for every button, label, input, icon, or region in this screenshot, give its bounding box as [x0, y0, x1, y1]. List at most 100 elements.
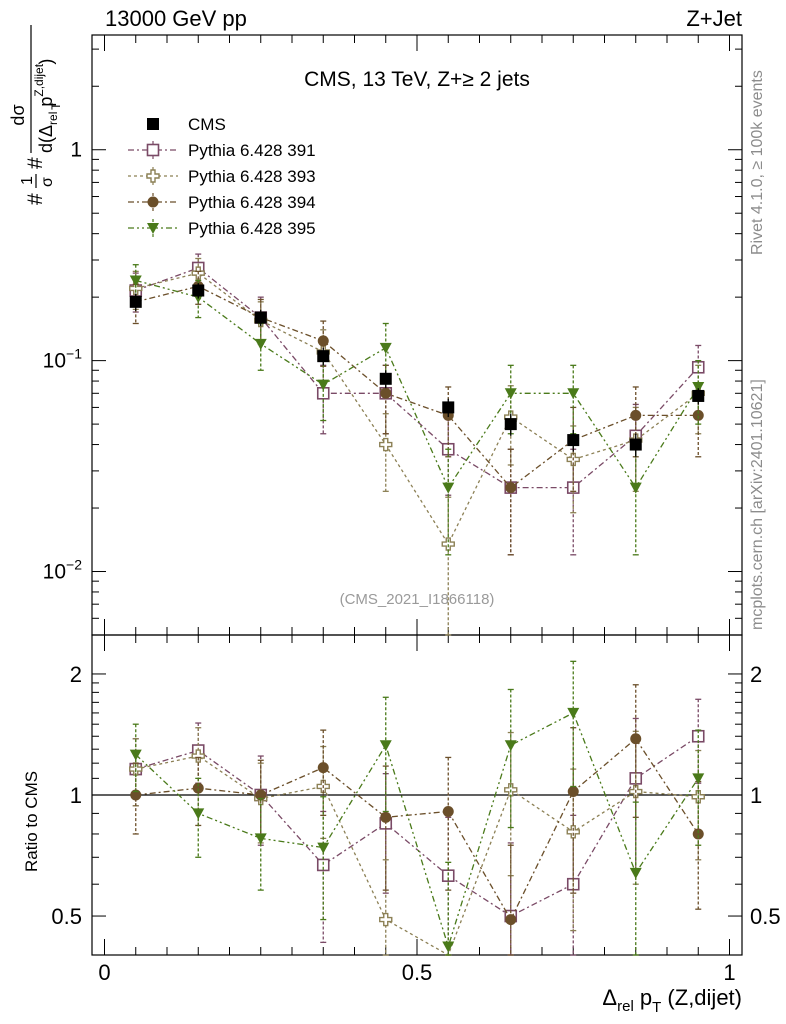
data-point: [379, 437, 393, 452]
ratio-line-pythia-6-428-391: [135, 735, 699, 917]
ratio-point: [442, 941, 455, 953]
ratio-point: [192, 782, 204, 794]
series-pythia-6-428-394: [130, 270, 704, 556]
data-point: [567, 388, 580, 400]
data-point: [504, 418, 517, 431]
svg-text:#: #: [24, 157, 47, 169]
main-y-tick-exp: −1: [66, 346, 82, 362]
ratio-point: [191, 749, 205, 763]
ylabel-den-p: p: [36, 97, 56, 112]
ratio-point: [379, 912, 393, 927]
data-point: [317, 379, 330, 391]
ylabel-frac-top: 1: [19, 176, 36, 185]
data-point: [692, 389, 705, 402]
data-point: [379, 342, 392, 354]
ratio-point: [567, 786, 579, 798]
ratio-axis-ticks: 2 2 1 1 0.5 0.5: [51, 634, 781, 956]
ylabel-prefix: #: [24, 193, 47, 205]
legend-label: Pythia 6.428 395: [188, 219, 316, 238]
data-point: [504, 388, 517, 400]
main-y-tick-label: 10−2: [43, 557, 83, 584]
series-line-pythia-6-428-391: [135, 267, 699, 489]
ratio-series-pythia-6-428-394: [130, 684, 704, 956]
header-left-label: 13000 GeV pp: [105, 6, 247, 31]
xlabel-sub: T: [652, 999, 661, 1016]
svg-text:σ: σ: [39, 177, 56, 187]
x-tick-label: 0.5: [402, 960, 433, 985]
legend: CMS Pythia 6.428 391 Pythia 6.428 393 Pythi…: [128, 115, 316, 238]
ylabel-hash: #: [24, 157, 47, 169]
data-point: [692, 409, 704, 421]
xlabel-rel: rel: [617, 998, 634, 1015]
ratio-point: [380, 811, 392, 823]
data-point: [317, 350, 330, 363]
x-tick-label: 0: [98, 960, 110, 985]
data-point: [629, 482, 642, 494]
analysis-watermark: (CMS_2021_I1866118): [340, 591, 495, 608]
series-pythia-6-428-393: [129, 257, 705, 636]
legend-label: Pythia 6.428 393: [188, 167, 316, 186]
legend-item-cms: CMS: [147, 115, 226, 134]
ratio-point: [692, 773, 705, 785]
legend-label: Pythia 6.428 391: [188, 141, 316, 160]
legend-marker: [146, 143, 160, 157]
ratio-y-tick-label: 2: [70, 662, 82, 687]
svg-text:d(Δrel pZ,dijetT): d(Δrel pZ,dijetT): [32, 59, 63, 153]
data-point: [129, 281, 143, 296]
ylabel-frac-bot: σ: [39, 177, 56, 187]
ratio-y-tick-label: 0.5: [51, 904, 82, 929]
main-y-tick-base: 10: [43, 561, 66, 584]
main-y-axis-label: # 1 σ # dσ d(Δrel pZ,dijetT): [8, 25, 63, 205]
legend-label: Pythia 6.428 394: [188, 193, 316, 212]
ratio-line-pythia-6-428-394: [135, 737, 699, 921]
ratio-point: [255, 789, 267, 801]
ylabel-den-sup: Z,dijet: [32, 63, 46, 96]
ylabel-den-sub: T: [49, 102, 63, 110]
main-series-group: [129, 253, 705, 636]
ratio-point: [129, 749, 142, 761]
mcplots-note: mcplots.cern.ch [arXiv:2401.10621]: [749, 379, 766, 630]
data-point: [379, 372, 392, 385]
svg-text:dσ: dσ: [8, 104, 28, 125]
ratio-y-tick-label: 1: [70, 783, 82, 808]
ratio-y-tick-label-right: 0.5: [750, 904, 781, 929]
ratio-y-tick-label-right: 2: [750, 662, 762, 687]
data-point: [629, 438, 642, 451]
main-y-tick-base: 10: [43, 350, 66, 373]
x-axis-label: Δrel pT (Z,dijet): [602, 985, 742, 1016]
ratio-point: [317, 762, 329, 774]
series-pythia-6-428-391: [129, 253, 705, 556]
legend-label: CMS: [188, 115, 226, 134]
data-point: [129, 275, 142, 287]
ratio-point: [566, 825, 580, 839]
ratio-series-pythia-6-428-395: [129, 660, 705, 956]
data-point: [630, 409, 642, 421]
data-point: [129, 295, 142, 308]
series-cms: [129, 283, 705, 457]
ylabel-num: dσ: [8, 104, 28, 125]
ratio-series-pythia-6-428-393: [129, 727, 705, 956]
ratio-point: [505, 914, 517, 926]
series-pythia-6-428-395: [129, 264, 705, 556]
legend-marker: [147, 196, 159, 208]
data-point: [254, 311, 267, 324]
series-line-pythia-6-428-395: [135, 279, 699, 489]
xlabel-p: p: [634, 985, 652, 1010]
chart-title: CMS, 13 TeV, Z+≥ 2 jets: [304, 68, 530, 91]
data-point: [567, 434, 580, 447]
legend-item-pythia-6-428-394: Pythia 6.428 394: [128, 193, 316, 212]
series-line-pythia-6-428-393: [135, 272, 699, 546]
ratio-point: [130, 789, 142, 801]
main-y-tick-base: 1: [70, 139, 82, 162]
ratio-series-group: [129, 660, 705, 956]
data-point: [254, 338, 267, 350]
ratio-point: [192, 808, 205, 820]
ratio-line-pythia-6-428-393: [135, 755, 699, 956]
ratio-y-tick-label-right: 1: [750, 783, 762, 808]
main-y-tick-label: 10−1: [43, 346, 83, 373]
ratio-point: [254, 833, 267, 845]
legend-marker: [146, 169, 160, 183]
data-point: [192, 284, 205, 297]
legend-item-pythia-6-428-391: Pythia 6.428 391: [128, 141, 316, 160]
xlabel-rest: (Z,dijet): [661, 985, 742, 1010]
